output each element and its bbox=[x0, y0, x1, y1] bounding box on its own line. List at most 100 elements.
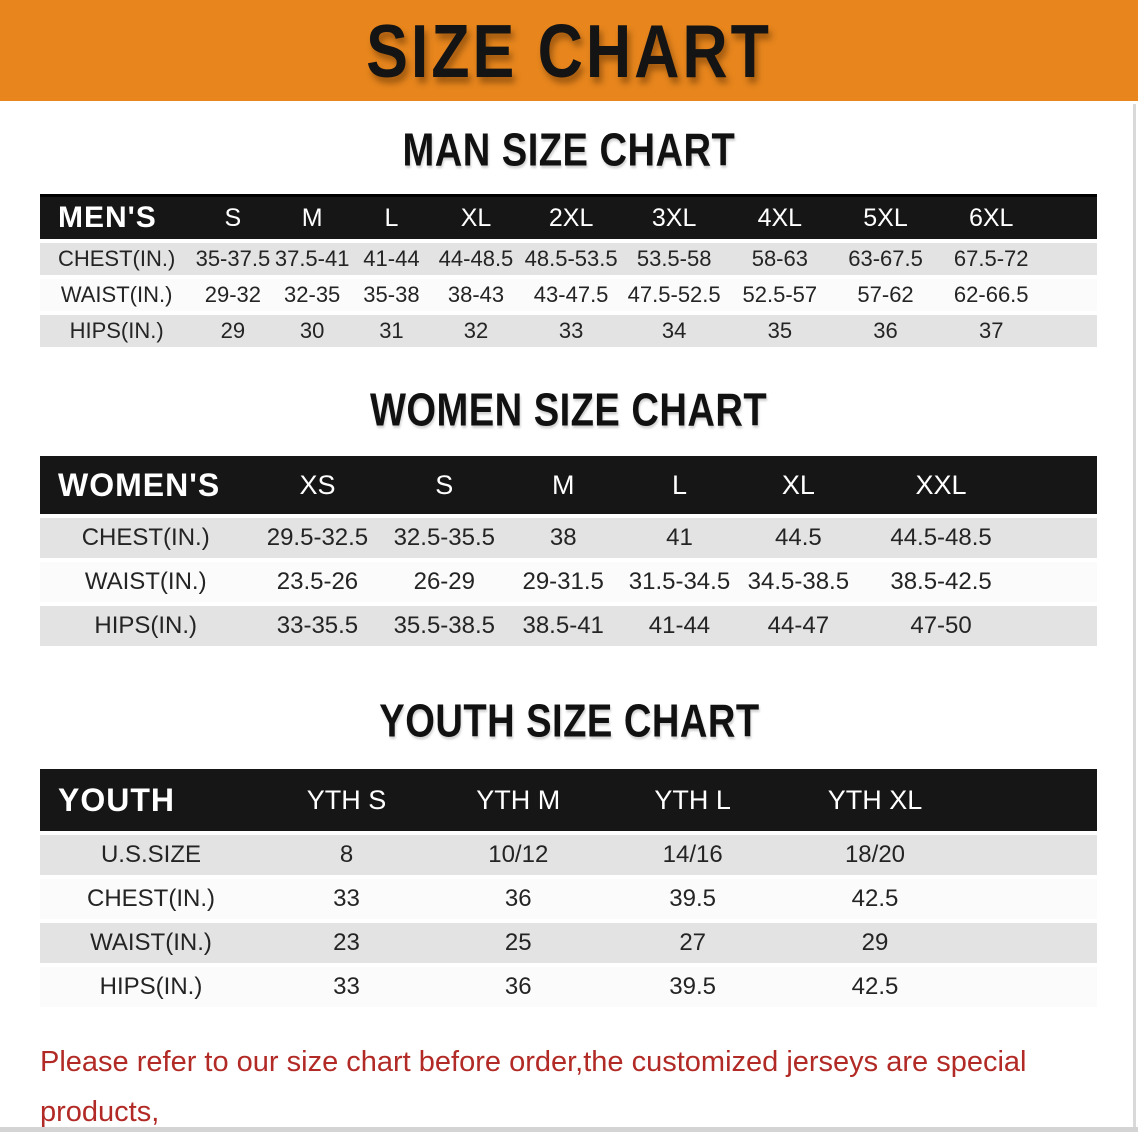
row-filler bbox=[1044, 243, 1097, 275]
men-size-col-header: M bbox=[272, 194, 352, 239]
measure-label: U.S.SIZE bbox=[40, 835, 262, 875]
youth-corner-label: YOUTH bbox=[40, 769, 262, 831]
measure-value: 57-62 bbox=[832, 279, 939, 311]
men-size-col-header: 2XL bbox=[520, 194, 622, 239]
measure-value: 63-67.5 bbox=[832, 243, 939, 275]
measure-value: 23 bbox=[261, 923, 432, 963]
header-filler bbox=[1022, 456, 1097, 514]
order-note-line-1: Please refer to our size chart before or… bbox=[40, 1046, 1027, 1128]
measure-value: 37 bbox=[938, 315, 1045, 347]
measure-value: 44-48.5 bbox=[431, 243, 521, 275]
measure-value: 29-31.5 bbox=[505, 562, 622, 602]
measure-value: 35.5-38.5 bbox=[383, 606, 506, 646]
row-filler bbox=[1022, 606, 1097, 646]
measure-label: HIPS(IN.) bbox=[40, 967, 262, 1007]
women-section-heading: WOMEN SIZE CHART bbox=[0, 351, 1138, 452]
header-filler bbox=[970, 769, 1097, 831]
measure-value: 27 bbox=[605, 923, 780, 963]
measure-value: 48.5-53.5 bbox=[520, 243, 622, 275]
youth-size-col-header: YTH M bbox=[431, 769, 606, 831]
measure-value: 47.5-52.5 bbox=[621, 279, 727, 311]
men-section-heading: MAN SIZE CHART bbox=[0, 101, 1138, 190]
men-header-row: MEN'S S M L XL 2XL 3XL 4XL 5XL 6XL bbox=[40, 194, 1097, 239]
measure-value: 23.5-26 bbox=[251, 562, 384, 602]
youth-header-row: YOUTH YTH S YTH M YTH L YTH XL bbox=[40, 769, 1097, 831]
measure-value: 8 bbox=[261, 835, 432, 875]
youth-size-table: YOUTH YTH S YTH M YTH L YTH XL U.S.SIZE … bbox=[40, 765, 1097, 1011]
measure-value: 38.5-41 bbox=[505, 606, 622, 646]
youth-size-col-header: YTH XL bbox=[779, 769, 971, 831]
measure-value: 10/12 bbox=[431, 835, 606, 875]
header-filler bbox=[1044, 194, 1097, 239]
measure-value: 33 bbox=[520, 315, 622, 347]
youth-section-heading: YOUTH SIZE CHART bbox=[0, 650, 1138, 765]
men-size-table: MEN'S S M L XL 2XL 3XL 4XL 5XL 6XL CHEST… bbox=[40, 190, 1097, 351]
measure-value: 44.5 bbox=[737, 518, 860, 558]
youth-size-col-header: YTH S bbox=[261, 769, 432, 831]
measure-label: CHEST(IN.) bbox=[40, 879, 262, 919]
men-size-col-header: L bbox=[351, 194, 432, 239]
women-size-col-header: XS bbox=[251, 456, 384, 514]
measure-value: 34.5-38.5 bbox=[737, 562, 860, 602]
measure-value: 29.5-32.5 bbox=[251, 518, 384, 558]
men-chest-row: CHEST(IN.) 35-37.5 37.5-41 41-44 44-48.5… bbox=[40, 243, 1097, 275]
measure-value: 42.5 bbox=[779, 967, 971, 1007]
women-size-col-header: L bbox=[621, 456, 738, 514]
measure-value: 41-44 bbox=[621, 606, 738, 646]
measure-value: 37.5-41 bbox=[272, 243, 352, 275]
row-filler bbox=[1044, 315, 1097, 347]
measure-value: 36 bbox=[431, 879, 606, 919]
measure-value: 67.5-72 bbox=[938, 243, 1045, 275]
measure-value: 58-63 bbox=[727, 243, 833, 275]
order-note: Please refer to our size chart before or… bbox=[40, 1037, 1138, 1132]
measure-value: 52.5-57 bbox=[727, 279, 833, 311]
measure-value: 33-35.5 bbox=[251, 606, 384, 646]
measure-value: 18/20 bbox=[779, 835, 971, 875]
men-size-col-header: S bbox=[193, 194, 273, 239]
women-size-col-header: XL bbox=[737, 456, 860, 514]
measure-value: 35 bbox=[727, 315, 833, 347]
men-size-col-header: 3XL bbox=[621, 194, 727, 239]
youth-waist-row: WAIST(IN.) 23 25 27 29 bbox=[40, 923, 1097, 963]
measure-value: 32-35 bbox=[272, 279, 352, 311]
measure-value: 35-37.5 bbox=[193, 243, 273, 275]
row-filler bbox=[970, 923, 1097, 963]
measure-value: 36 bbox=[431, 967, 606, 1007]
measure-value: 47-50 bbox=[859, 606, 1023, 646]
row-filler bbox=[970, 835, 1097, 875]
image-edge-right bbox=[1133, 104, 1136, 1132]
women-size-table: WOMEN'S XS S M L XL XXL CHEST(IN.) 29.5-… bbox=[40, 452, 1097, 650]
row-filler bbox=[970, 879, 1097, 919]
measure-label: WAIST(IN.) bbox=[40, 279, 194, 311]
measure-label: WAIST(IN.) bbox=[40, 923, 262, 963]
measure-value: 62-66.5 bbox=[938, 279, 1045, 311]
row-filler bbox=[970, 967, 1097, 1007]
measure-value: 29 bbox=[193, 315, 273, 347]
measure-label: CHEST(IN.) bbox=[40, 518, 252, 558]
men-size-col-header: XL bbox=[431, 194, 521, 239]
measure-value: 31.5-34.5 bbox=[621, 562, 738, 602]
women-chest-row: CHEST(IN.) 29.5-32.5 32.5-35.5 38 41 44.… bbox=[40, 518, 1097, 558]
measure-value: 43-47.5 bbox=[520, 279, 622, 311]
measure-value: 33 bbox=[261, 967, 432, 1007]
measure-value: 53.5-58 bbox=[621, 243, 727, 275]
measure-label: WAIST(IN.) bbox=[40, 562, 252, 602]
women-corner-label: WOMEN'S bbox=[40, 456, 252, 514]
measure-value: 35-38 bbox=[351, 279, 432, 311]
measure-label: CHEST(IN.) bbox=[40, 243, 194, 275]
men-hips-row: HIPS(IN.) 29 30 31 32 33 34 35 36 37 bbox=[40, 315, 1097, 347]
measure-value: 44-47 bbox=[737, 606, 860, 646]
women-size-col-header: M bbox=[505, 456, 622, 514]
measure-value: 41-44 bbox=[351, 243, 432, 275]
measure-value: 32.5-35.5 bbox=[383, 518, 506, 558]
measure-value: 41 bbox=[621, 518, 738, 558]
row-filler bbox=[1022, 562, 1097, 602]
measure-value: 38-43 bbox=[431, 279, 521, 311]
measure-value: 33 bbox=[261, 879, 432, 919]
youth-hips-row: HIPS(IN.) 33 36 39.5 42.5 bbox=[40, 967, 1097, 1007]
measure-value: 42.5 bbox=[779, 879, 971, 919]
measure-value: 30 bbox=[272, 315, 352, 347]
measure-value: 36 bbox=[832, 315, 939, 347]
men-waist-row: WAIST(IN.) 29-32 32-35 35-38 38-43 43-47… bbox=[40, 279, 1097, 311]
